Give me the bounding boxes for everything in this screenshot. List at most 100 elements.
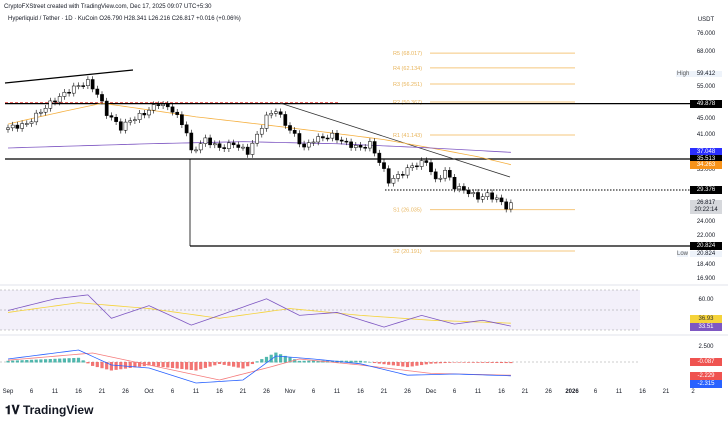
date-tick: 26 [404,389,411,395]
macd-histogram-bar [29,359,34,363]
candle [39,111,43,114]
macd-histogram-bar [232,362,236,367]
macd-histogram-bar [481,362,485,363]
candle [255,133,259,144]
macd-line-badge: -2.315 [690,380,722,388]
macd-histogram-bar [358,360,363,363]
macd-histogram-bar [415,362,419,366]
price-tick: 16.900 [696,276,716,283]
current-price: 26.817 [696,200,716,206]
pivot-label: S1 (26.035) [393,208,422,214]
macd-histogram-bar [185,362,189,370]
candle [292,130,297,134]
macd-histogram-bar [114,362,118,370]
tradingview-logo[interactable]: 𝟏𝐕 TradingView [5,403,94,417]
date-tick: 16 [75,389,82,395]
price-tick: 68.000 [696,49,716,56]
candle [466,190,471,195]
macd-tick: 2.500 [698,344,714,350]
candle [123,121,128,131]
candle [114,116,118,122]
macd-histogram-bar [133,362,137,368]
macd-histogram-bar [401,362,405,367]
macd-histogram-bar [269,354,273,363]
candle [161,104,165,106]
open: O26.790 [99,16,123,22]
date-tick: 16 [357,389,364,395]
date-tick: 21 [521,389,529,395]
candle [499,197,504,203]
candle [471,192,476,195]
date-tick: 11 [474,389,482,395]
price-tick: 41.000 [696,131,716,138]
date-tick: 6 [593,389,598,395]
candle [485,192,490,197]
candle [245,146,250,155]
macd-histogram-bar [109,362,113,371]
candle [194,149,198,152]
macd-histogram-bar [180,362,184,369]
price-badge: 34.263 [690,160,722,169]
macd-histogram-bar [152,362,156,366]
candle [302,143,306,148]
candle [368,141,372,149]
macd-histogram-bar [274,352,278,363]
candle [415,165,419,168]
macd-histogram-bar [34,359,38,363]
candle [250,142,255,155]
ma50-line [7,102,511,166]
date-tick: Sep [2,389,14,395]
low-label: Low [677,251,689,257]
symbol: Hyperliquid / Tether · 1D · KuCoin [8,16,98,22]
candle [311,141,316,144]
candle [462,186,466,191]
candle [339,139,344,142]
candle [433,171,438,180]
rsi-tick: 60.00 [698,297,714,303]
candle [189,132,194,151]
currency-label: USDT [697,17,715,23]
macd-histogram-bar [424,362,428,365]
macd-histogram-bar [462,362,466,363]
price-badge: 20.824 [690,242,722,251]
candle [10,124,15,129]
candle [476,192,480,200]
close: C26.817 [171,16,195,22]
candle [76,85,81,87]
macd-histogram-bar [410,362,414,367]
macd-histogram-bar [241,362,245,369]
macd-histogram-bar [396,362,400,366]
high-label: High [676,71,691,77]
candle [480,196,485,200]
macd-histogram-bar [316,360,320,363]
macd-histogram-bar [377,362,381,364]
candle [118,121,123,131]
candle [15,124,20,129]
macd-histogram-bar [297,360,301,363]
macd-histogram-bar [250,362,254,365]
macd-histogram-bar [53,358,57,363]
macd-histogram-bar [457,362,461,363]
ma200-line [7,141,511,153]
candle [175,111,180,115]
macd-histogram-bar [203,362,207,368]
macd-histogram-bar [166,362,170,368]
price-tick: 24.000 [696,218,716,225]
macd-histogram-bar [255,361,259,363]
price-tick: 22.000 [696,233,716,240]
price-tick: 45.000 [696,116,716,123]
candle [29,121,34,124]
attribution: CryptoFXStreet created with TradingView.… [4,4,212,10]
date-tick: 6 [170,389,175,395]
candle [53,100,57,103]
macd-histogram-bar [302,360,306,363]
macd-histogram-bar [499,362,504,364]
candle [288,125,292,131]
macd-histogram-bar [485,362,489,363]
macd-histogram-bar [429,362,433,364]
candle [24,123,29,125]
macd-histogram-bar [91,362,95,366]
macd-histogram-bar [20,360,24,363]
